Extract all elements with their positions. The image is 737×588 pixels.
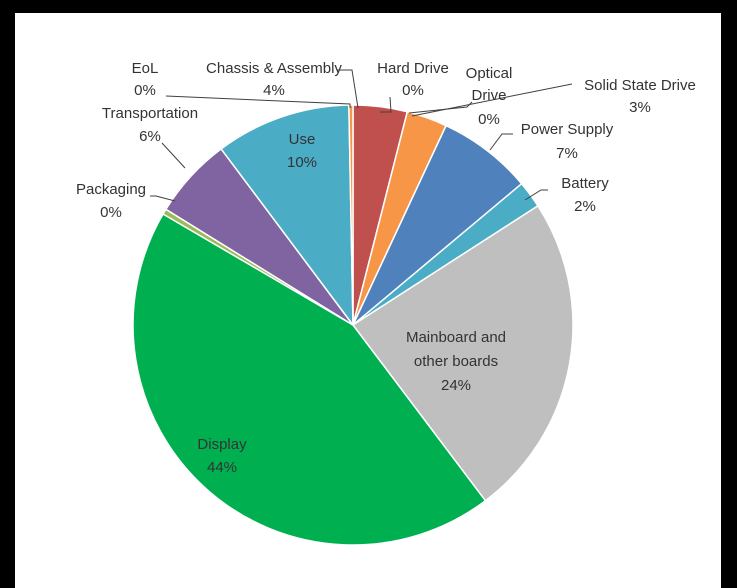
- slice-label-value: 24%: [441, 377, 471, 394]
- leader-line-chassis-assembly: [337, 69, 359, 109]
- slice-label-name-line1: Optical: [466, 65, 513, 82]
- slice-label-mainboard: Mainboard and other boards 24%: [406, 329, 506, 394]
- slice-label-name-line2: other boards: [414, 353, 498, 370]
- slice-label-use: Use 10%: [287, 131, 317, 171]
- slice-label-value: 2%: [574, 198, 596, 215]
- slice-label-eol: EoL 0%: [132, 60, 159, 99]
- slice-label-name: Solid State Drive: [584, 77, 696, 94]
- slice-label-display: Display 44%: [197, 436, 247, 476]
- pie-slice-use: [220, 104, 354, 328]
- leader-line-optical-drive: [408, 101, 473, 114]
- leader-line-solid-state-drive: [411, 83, 573, 117]
- slice-label-name: Battery: [561, 175, 609, 192]
- leader-lines: [150, 69, 573, 202]
- leader-line-eol: [165, 95, 351, 108]
- slice-label-solid-state-drive: Solid State Drive 3%: [584, 77, 696, 116]
- leader-line-packaging: [150, 195, 176, 202]
- leader-line-battery: [524, 189, 548, 201]
- pie-slices: [132, 104, 574, 546]
- slice-label-value: 0%: [134, 82, 156, 99]
- slice-label-chassis-assembly: Chassis & Assembly 4%: [206, 60, 342, 99]
- slice-label-value: 4%: [263, 82, 285, 99]
- slice-label-optical-drive: Optical Drive 0%: [466, 65, 513, 128]
- slice-label-name: Use: [289, 131, 316, 148]
- leader-line-transportation: [161, 142, 186, 169]
- slice-label-hard-drive: Hard Drive 0%: [377, 60, 449, 99]
- slice-label-name: EoL: [132, 60, 159, 77]
- slice-label-value: 0%: [478, 111, 500, 128]
- slice-label-value: 44%: [207, 459, 237, 476]
- slice-label-value: 0%: [402, 82, 424, 99]
- slice-label-name: Power Supply: [521, 121, 614, 138]
- pie-slice-eol: [348, 104, 354, 326]
- slice-label-power-supply: Power Supply 7%: [521, 121, 614, 162]
- pie-slice-display: [132, 212, 487, 546]
- slice-label-value: 10%: [287, 154, 317, 171]
- slice-label-name: Hard Drive: [377, 60, 449, 77]
- slice-label-name-line1: Mainboard and: [406, 329, 506, 346]
- slice-label-name-line2: Drive: [471, 87, 506, 104]
- slice-label-transportation: Transportation 6%: [102, 105, 198, 145]
- leader-line-power-supply: [489, 133, 513, 151]
- slice-label-name: Packaging: [76, 181, 146, 198]
- pie-slice-mainboard-and-other-boards: [351, 204, 574, 502]
- slice-label-value: 0%: [100, 204, 122, 221]
- slice-label-name: Transportation: [102, 105, 198, 122]
- slice-label-name: Display: [197, 436, 247, 453]
- slice-label-value: 6%: [139, 128, 161, 145]
- slice-label-value: 7%: [556, 145, 578, 162]
- slice-label-name: Chassis & Assembly: [206, 60, 342, 77]
- leader-line-hard-drive: [380, 96, 392, 113]
- slice-label-packaging: Packaging 0%: [76, 181, 146, 221]
- slice-label-value: 3%: [629, 99, 651, 116]
- slice-label-battery: Battery 2%: [561, 175, 609, 215]
